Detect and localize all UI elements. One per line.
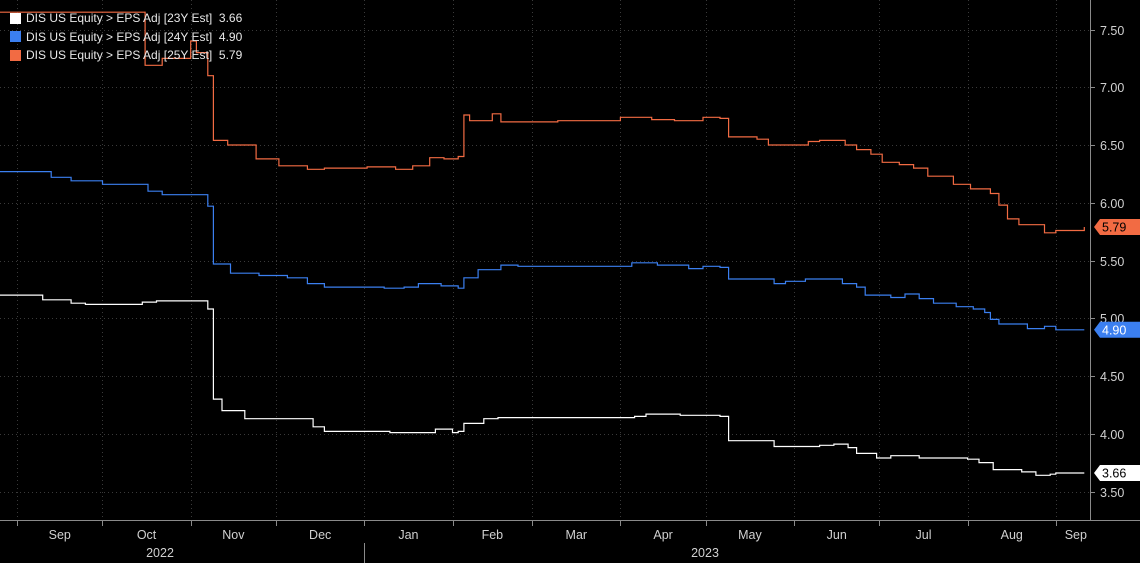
last-value-tag-text-1: 4.90: [1102, 323, 1126, 337]
legend-value-24y: 4.90: [218, 29, 243, 44]
series-line-1: [0, 171, 1085, 331]
x-tick-label: Oct: [137, 528, 157, 542]
last-value-tag-bg-2: [1094, 219, 1140, 236]
x-tick-label: Dec: [309, 528, 331, 542]
x-axis: Sep Oct Nov Dec Jan Feb Mar Apr May Jun Jul Aug Sep 2…: [0, 520, 1140, 563]
legend-swatch-25y: [10, 49, 21, 61]
last-value-tag-0: 3.66: [1094, 465, 1140, 482]
x-year-label-2023: 2023: [691, 546, 719, 560]
last-value-tags: 3.66 4.90 5.79: [1094, 219, 1140, 482]
x-tick-label: Aug: [1001, 528, 1023, 542]
x-tick-label: Jul: [916, 528, 932, 542]
last-value-tag-1: 4.90: [1094, 321, 1140, 338]
legend-label-25y: DIS US Equity > EPS Adj [25Y Est]: [26, 48, 213, 62]
legend-swatch-24y: [10, 31, 21, 43]
legend-item-24y: DIS US Equity > EPS Adj [24Y Est] 4.90: [10, 28, 242, 47]
x-tick-label: Nov: [222, 528, 245, 542]
last-value-tag-2: 5.79: [1094, 219, 1140, 236]
x-tick-label: Sep: [1065, 528, 1087, 542]
series-line-2: [0, 11, 1085, 234]
y-axis: 3.504.004.505.005.506.006.507.007.50: [1090, 0, 1124, 520]
x-tick-label: May: [738, 528, 762, 542]
y-tick-label: 7.00: [1100, 81, 1124, 95]
last-value-tag-text-0: 3.66: [1102, 467, 1126, 481]
last-value-tag-bg-1: [1094, 321, 1140, 338]
x-tick-label: Apr: [653, 528, 672, 542]
x-year-label-2022: 2022: [146, 546, 174, 560]
y-tick-label: 6.00: [1100, 197, 1124, 211]
x-tick-label: Mar: [566, 528, 588, 542]
legend-value-23y: 3.66: [218, 11, 243, 25]
last-value-tag-bg-0: [1094, 465, 1140, 482]
legend-item-23y: DIS US Equity > EPS Adj [23Y Est] 3.66: [10, 9, 242, 28]
series-lines: [0, 11, 1085, 476]
chart-legend: DIS US Equity > EPS Adj [23Y Est] 3.66 D…: [10, 9, 242, 65]
legend-item-25y: DIS US Equity > EPS Adj [25Y Est] 5.79: [10, 46, 242, 65]
legend-label-23y: DIS US Equity > EPS Adj [23Y Est]: [26, 11, 213, 25]
grid-lines: [0, 0, 1090, 520]
x-tick-label: Jan: [398, 528, 418, 542]
y-tick-label: 3.50: [1100, 486, 1124, 500]
y-tick-label: 6.50: [1100, 139, 1124, 153]
y-tick-label: 4.50: [1100, 370, 1124, 384]
x-tick-label: Sep: [49, 528, 71, 542]
legend-swatch-23y: [10, 12, 21, 24]
legend-label-24y: DIS US Equity > EPS Adj [24Y Est]: [26, 29, 213, 44]
series-line-0: [0, 294, 1085, 476]
y-tick-label: 7.50: [1100, 24, 1124, 38]
x-tick-label: Feb: [482, 528, 504, 542]
x-tick-label: Jun: [827, 528, 847, 542]
y-tick-label: 5.50: [1100, 255, 1124, 269]
last-value-tag-text-2: 5.79: [1102, 221, 1126, 235]
legend-value-25y: 5.79: [218, 48, 243, 62]
y-tick-label: 4.00: [1100, 428, 1124, 442]
